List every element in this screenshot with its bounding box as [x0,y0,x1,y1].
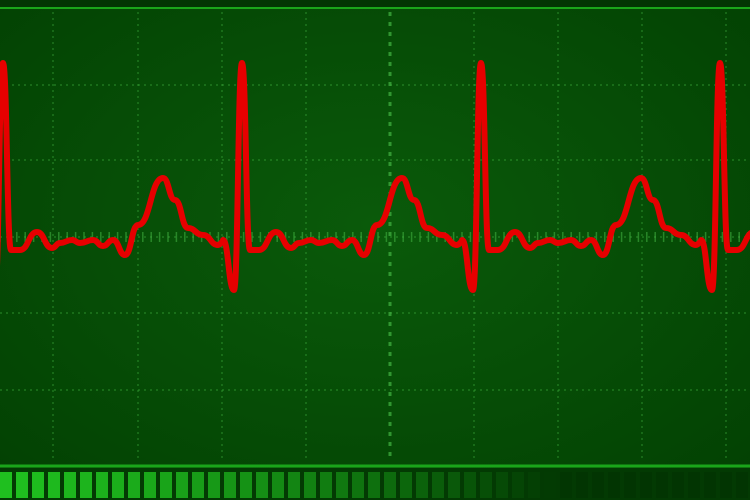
signal-bar-segment [32,472,44,498]
signal-bar-segment [640,472,652,498]
signal-bar-segment [96,472,108,498]
signal-bar-segment [336,472,348,498]
signal-bar-segment [192,472,204,498]
signal-bar-segment [496,472,508,498]
signal-bar-segment [544,472,556,498]
signal-bar-segment [240,472,252,498]
signal-bar-segment [208,472,220,498]
signal-bar-segment [624,472,636,498]
signal-bar-segment [416,472,428,498]
signal-bar-segment [224,472,236,498]
signal-bar-segment [368,472,380,498]
signal-bar-segment [176,472,188,498]
signal-bar-segment [144,472,156,498]
signal-bar-segment [304,472,316,498]
signal-bar-segment [256,472,268,498]
signal-bar-segment [288,472,300,498]
signal-bar-segment [576,472,588,498]
signal-bar-segment [656,472,668,498]
signal-bar-segment [704,472,716,498]
signal-bar-segment [592,472,604,498]
signal-bar-segment [384,472,396,498]
signal-bar-segment [672,472,684,498]
signal-level-bar [0,472,748,498]
signal-bar-segment [560,472,572,498]
signal-bar-segment [400,472,412,498]
signal-bar-segment [320,472,332,498]
top-frame-band [0,0,750,7]
signal-bar-segment [464,472,476,498]
signal-bar-segment [528,472,540,498]
signal-bar-segment [48,472,60,498]
signal-bar-segment [608,472,620,498]
signal-bar-segment [720,472,732,498]
signal-bar-segment [0,472,12,498]
signal-bar-segment [272,472,284,498]
signal-bar-segment [352,472,364,498]
signal-bar-segment [432,472,444,498]
signal-bar-segment [688,472,700,498]
signal-bar-segment [480,472,492,498]
signal-bar-segment [16,472,28,498]
signal-bar-segment [80,472,92,498]
ecg-trace [0,60,750,293]
signal-bar-segment [128,472,140,498]
signal-bar-segment [160,472,172,498]
signal-bar-segment [736,472,748,498]
signal-bar-segment [448,472,460,498]
signal-bar-segment [512,472,524,498]
signal-bar-segment [64,472,76,498]
signal-bar-segment [112,472,124,498]
